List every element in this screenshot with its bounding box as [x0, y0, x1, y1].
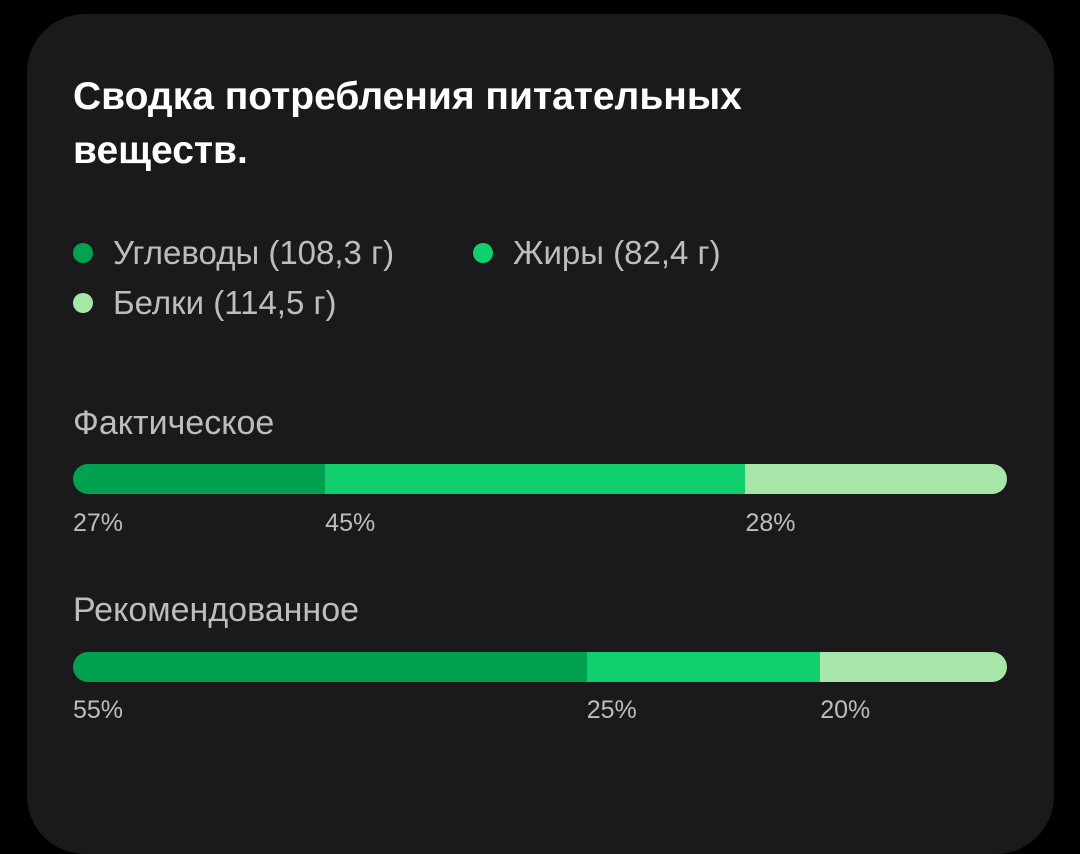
actual-bar-segment-fats — [325, 464, 746, 494]
legend-dot-proteins — [73, 293, 93, 313]
legend-dot-fats — [473, 243, 493, 263]
recommended-bar — [73, 652, 1007, 682]
card-title: Сводка потребления питательных веществ. — [73, 75, 742, 172]
recommended-percent-fats: 25% — [586, 696, 637, 724]
legend-item-fats: Жиры (82,4 г) — [473, 233, 721, 273]
actual-bar-segment-proteins — [745, 464, 1007, 494]
legend-label-carbs: Углеводы (108,3 г) — [113, 234, 395, 271]
legend-item-carbs: Углеводы (108,3 г) — [73, 233, 394, 273]
actual-percent-proteins: 28% — [745, 509, 796, 537]
recommended-bar-segment-proteins — [820, 652, 1007, 682]
actual-bar-segment-carbs — [73, 464, 326, 494]
actual-label: Фактическое — [73, 404, 275, 442]
legend-item-proteins: Белки (114,5 г) — [73, 283, 337, 323]
nutrient-summary-card — [27, 14, 1054, 854]
recommended-label: Рекомендованное — [73, 591, 360, 629]
actual-bar — [73, 464, 1007, 494]
recommended-percent-proteins: 20% — [820, 696, 871, 724]
legend-label-proteins: Белки (114,5 г) — [113, 284, 337, 321]
recommended-bar-segment-fats — [586, 652, 821, 682]
actual-percent-fats: 45% — [325, 509, 376, 537]
actual-percent-carbs: 27% — [73, 509, 124, 537]
legend-dot-carbs — [73, 243, 93, 263]
recommended-percent-carbs: 55% — [73, 696, 124, 724]
recommended-bar-segment-carbs — [73, 652, 587, 682]
legend-label-fats: Жиры (82,4 г) — [513, 234, 721, 271]
